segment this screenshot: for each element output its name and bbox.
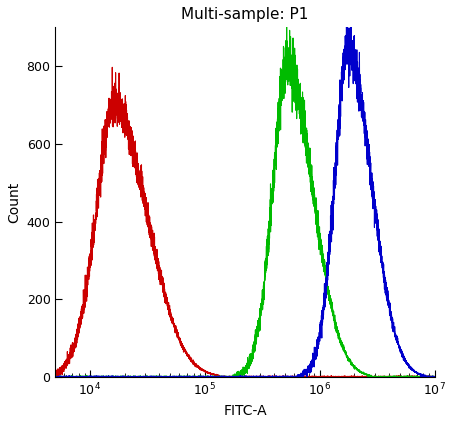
Title: Multi-sample: P1: Multi-sample: P1 [181,7,308,22]
Y-axis label: Count: Count [7,181,21,223]
X-axis label: FITC-A: FITC-A [223,404,267,418]
